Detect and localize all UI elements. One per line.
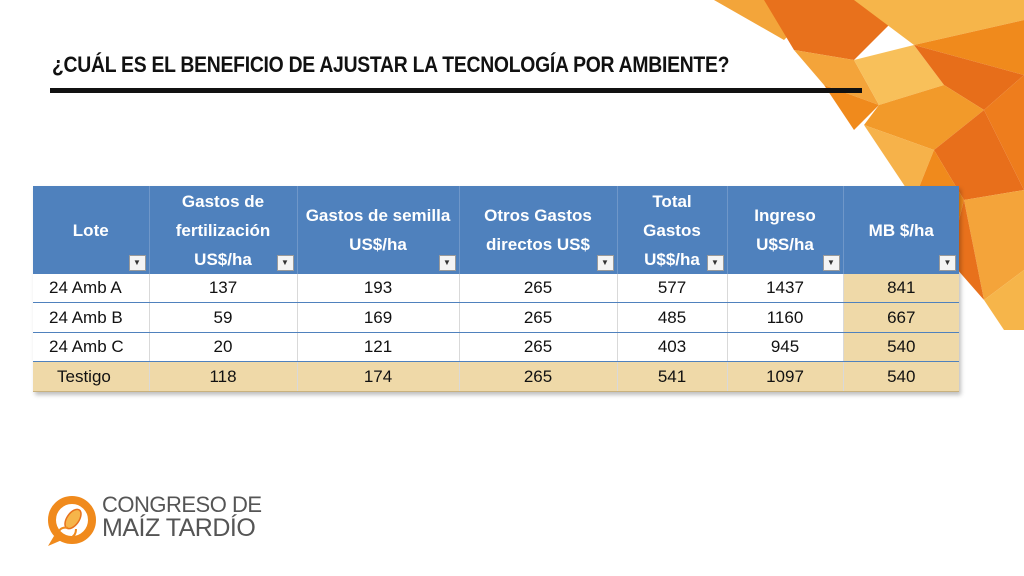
column-header-lote: Lote ▼ bbox=[33, 186, 150, 274]
filter-dropdown-icon[interactable]: ▼ bbox=[438, 255, 456, 271]
column-header-semilla: Gastos de semilla US$/ha ▼ bbox=[297, 186, 460, 274]
cell-otros-gastos: 265 bbox=[459, 361, 618, 392]
cell-lote: Testigo bbox=[33, 361, 150, 392]
cell-fertilizacion: 20 bbox=[149, 332, 298, 363]
column-header-mb: MB $/ha ▼ bbox=[843, 186, 959, 274]
table-row: 24 Amb C 20 121 265 403 945 540 bbox=[33, 332, 959, 363]
cell-ingreso: 945 bbox=[727, 332, 844, 363]
title-underline bbox=[50, 88, 862, 93]
cell-otros-gastos: 265 bbox=[459, 274, 618, 304]
cell-otros-gastos: 265 bbox=[459, 302, 618, 333]
cell-otros-gastos: 265 bbox=[459, 332, 618, 363]
cell-semilla: 169 bbox=[297, 302, 460, 333]
cell-total-gastos: 577 bbox=[617, 274, 728, 304]
cell-mb: 841 bbox=[843, 274, 959, 304]
cell-semilla: 174 bbox=[297, 361, 460, 392]
filter-dropdown-icon[interactable]: ▼ bbox=[128, 255, 146, 271]
corn-logo-icon bbox=[48, 496, 96, 546]
cell-semilla: 193 bbox=[297, 274, 460, 304]
table-row-testigo: Testigo 118 174 265 541 1097 540 bbox=[33, 361, 959, 392]
cell-lote: 24 Amb B bbox=[33, 302, 150, 333]
cell-fertilizacion: 118 bbox=[149, 361, 298, 392]
table-row: 24 Amb A 137 193 265 577 1437 841 bbox=[33, 274, 959, 304]
filter-dropdown-icon[interactable]: ▼ bbox=[706, 255, 724, 271]
cell-total-gastos: 541 bbox=[617, 361, 728, 392]
filter-dropdown-icon[interactable]: ▼ bbox=[939, 255, 956, 271]
column-header-total-gastos: Total Gastos U$$/ha ▼ bbox=[617, 186, 728, 274]
cell-total-gastos: 403 bbox=[617, 332, 728, 363]
logo-text-line1: CONGRESO DE bbox=[102, 492, 262, 517]
cell-total-gastos: 485 bbox=[617, 302, 728, 333]
table-row: 24 Amb B 59 169 265 485 1160 667 bbox=[33, 302, 959, 333]
cell-ingreso: 1097 bbox=[727, 361, 844, 392]
column-header-ingreso: Ingreso U$S/ha ▼ bbox=[727, 186, 844, 274]
cell-ingreso: 1437 bbox=[727, 274, 844, 304]
logo-text-line2: MAÍZ TARDÍO bbox=[102, 514, 256, 542]
slide-title: ¿CUÁL ES EL BENEFICIO DE AJUSTAR LA TECN… bbox=[52, 52, 730, 77]
filter-dropdown-icon[interactable]: ▼ bbox=[276, 255, 294, 271]
cell-fertilizacion: 137 bbox=[149, 274, 298, 304]
cell-lote: 24 Amb C bbox=[33, 332, 150, 363]
results-table: Lote ▼ Gastos de fertilización US$/ha ▼ Ga… bbox=[33, 186, 959, 392]
cell-ingreso: 1160 bbox=[727, 302, 844, 333]
cell-mb: 540 bbox=[843, 361, 959, 392]
cell-lote: 24 Amb A bbox=[33, 274, 150, 304]
filter-dropdown-icon[interactable]: ▼ bbox=[596, 255, 614, 271]
table-header-row: Lote ▼ Gastos de fertilización US$/ha ▼ Ga… bbox=[33, 186, 959, 274]
column-header-fertilizacion: Gastos de fertilización US$/ha ▼ bbox=[149, 186, 298, 274]
filter-dropdown-icon[interactable]: ▼ bbox=[822, 255, 840, 271]
cell-mb: 667 bbox=[843, 302, 959, 333]
cell-fertilizacion: 59 bbox=[149, 302, 298, 333]
cell-semilla: 121 bbox=[297, 332, 460, 363]
column-header-otros-gastos: Otros Gastos directos US$ ▼ bbox=[459, 186, 618, 274]
cell-mb: 540 bbox=[843, 332, 959, 363]
